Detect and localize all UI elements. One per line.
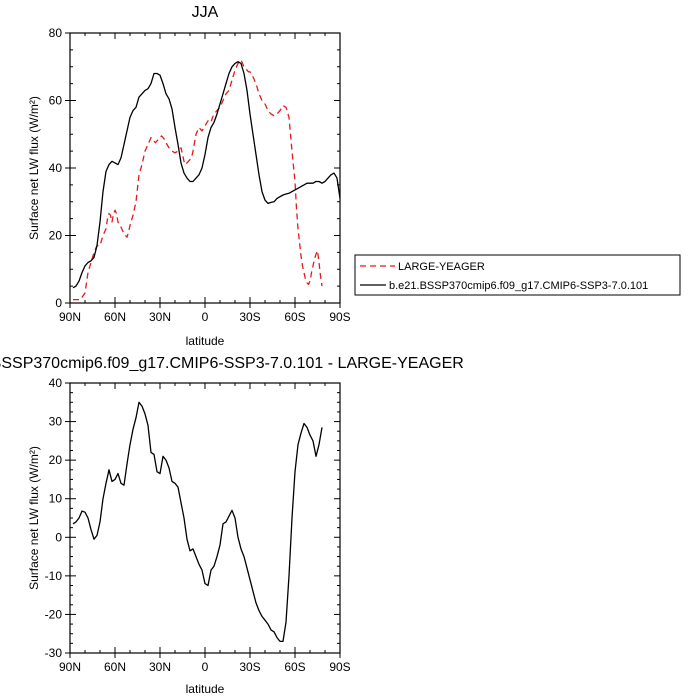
top-x-tick-label: 30S — [239, 310, 260, 324]
bottom-x-axis-label: latitude — [186, 682, 225, 696]
top-x-tick-label: 30N — [149, 310, 171, 324]
top-plot-frame — [69, 32, 341, 304]
top-panel: JJA 90N 60N 30N 0 30S 60S 90S 0 20 40 60 80 latitud… — [27, 4, 351, 348]
top-series-line-0 — [73, 59, 323, 301]
top-y-tick-label: 80 — [49, 26, 63, 40]
top-x-tick-label: 90N — [59, 310, 81, 324]
bottom-panel: b.e21.BSSP370cmip6.f09_g17.CMIP6-SSP3-7.… — [0, 355, 464, 696]
top-y-tick-label: 20 — [49, 229, 63, 243]
top-x-tick-label: 60N — [104, 310, 126, 324]
bottom-y-axis-label-text: Surface net LW flux (W/m²) — [27, 446, 41, 590]
bottom-x-tick-label: 60N — [104, 660, 126, 674]
top-y-axis-label: Surface net LW flux (W/m²) — [27, 96, 41, 240]
bottom-y-tick-label: -30 — [45, 646, 63, 660]
bottom-y-axis-label: Surface net LW flux (W/m²) — [27, 446, 41, 590]
legend-label-ssp370: b.e21.BSSP370cmip6.f09_g17.CMIP6-SSP3-7.… — [389, 280, 648, 292]
top-y-axis-label-text: Surface net LW flux (W/m²) — [27, 96, 41, 240]
top-y-tick-label: 0 — [55, 296, 62, 310]
bottom-x-tick-label: 90S — [329, 660, 350, 674]
bottom-x-tick-label: 0 — [202, 660, 209, 674]
bottom-y-tick-label: 20 — [49, 453, 63, 467]
top-chart-title: JJA — [192, 4, 219, 21]
bottom-x-tick-label: 90N — [59, 660, 81, 674]
top-x-axis-label: latitude — [186, 334, 225, 348]
top-series-line-1 — [72, 61, 341, 289]
top-x-tick-label: 60S — [284, 310, 305, 324]
top-x-tick-label: 90S — [329, 310, 350, 324]
bottom-x-tick-label: 60S — [284, 660, 305, 674]
top-x-tick-label: 0 — [202, 310, 209, 324]
bottom-y-tick-label: -20 — [45, 607, 63, 621]
bottom-x-tick-label: 30N — [149, 660, 171, 674]
top-y-tick-label: 40 — [49, 161, 63, 175]
bottom-plot-frame — [69, 382, 341, 654]
bottom-y-tick-label: 0 — [55, 530, 62, 544]
legend-label-large-yeager: LARGE-YEAGER — [398, 261, 485, 273]
top-plot-area: 90N 60N 30N 0 30S 60S 90S 0 20 40 60 80 — [49, 26, 351, 324]
bottom-y-tick-label: 40 — [49, 376, 63, 390]
bottom-plot-area: 90N 60N 30N 0 30S 60S 90S -30 -20 -10 0 10 20 30 40 — [45, 376, 351, 674]
top-y-tick-label: 60 — [49, 94, 63, 108]
bottom-y-tick-label: 30 — [49, 415, 63, 429]
bottom-series-line-0 — [72, 401, 323, 643]
bottom-x-tick-label: 30S — [239, 660, 260, 674]
bottom-chart-title: b.e21.BSSP370cmip6.f09_g17.CMIP6-SSP3-7.… — [0, 355, 464, 372]
legend-box — [354, 254, 681, 296]
bottom-y-tick-label: 10 — [49, 492, 63, 506]
bottom-y-tick-label: -10 — [45, 569, 63, 583]
legend: LARGE-YEAGER b.e21.BSSP370cmip6.f09_g17.… — [354, 254, 681, 296]
